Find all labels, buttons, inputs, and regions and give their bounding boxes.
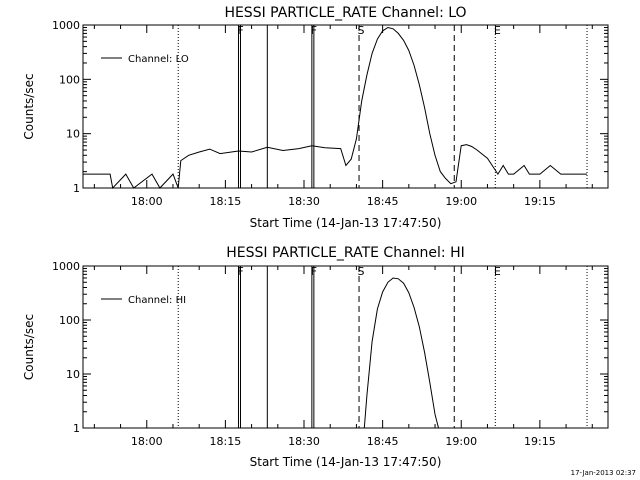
plot-panel-1: HESSI PARTICLE_RATE Channel: LO 1 10 100 100… [22,5,609,230]
y-tick-label: 100 [59,73,80,86]
x-axis-label: Start Time (14-Jan-13 17:47:50) [250,216,442,230]
event-marker-label: F [237,265,243,278]
x-tick-label: 18:30 [288,195,320,208]
y-tick-label: 1000 [52,19,80,32]
x-tick-label: 18:45 [367,435,399,448]
event-marker-label: S [358,24,365,37]
x-tick-label: 18:45 [367,195,399,208]
x-tick-label: 19:15 [524,195,556,208]
x-tick-label: 19:15 [524,435,556,448]
event-marker-label: F [311,24,317,37]
x-tick-label: 18:00 [131,435,163,448]
y-axis-label: Counts/sec [22,314,36,380]
plot-frame [82,265,609,429]
series-line [83,26,587,190]
event-marker-label: S [358,265,365,278]
timestamp: 17-Jan-2013 02:37 [571,469,636,477]
y-axis-label: Counts/sec [22,73,36,139]
series-line [363,277,439,429]
legend-label: Channel: LO [128,54,189,65]
y-tick-label: 10 [66,368,80,381]
event-marker-label: F [311,265,317,278]
x-tick-label: 18:15 [210,435,242,448]
plot-panel-2: HESSI PARTICLE_RATE Channel: HI 1 10 100 100… [22,245,609,469]
plot-frame [82,24,609,189]
y-tick-label: 100 [59,314,80,327]
x-tick-label: 18:15 [210,195,242,208]
event-marker-label: E [494,24,501,37]
x-tick-label: 18:00 [131,195,163,208]
event-marker-label: F [237,24,243,37]
x-axis-label: Start Time (14-Jan-13 17:47:50) [250,455,442,469]
y-tick-label: 10 [66,128,80,141]
x-tick-label: 19:00 [445,195,477,208]
x-tick-label: 18:30 [288,435,320,448]
event-marker-label: E [494,265,501,278]
x-tick-label: 19:00 [445,435,477,448]
chart-title: HESSI PARTICLE_RATE Channel: HI [226,245,464,261]
y-tick-label: 1000 [52,260,80,273]
y-tick-label: 1 [73,422,80,435]
chart-title: HESSI PARTICLE_RATE Channel: LO [224,5,466,21]
legend-label: Channel: HI [128,295,186,306]
y-tick-label: 1 [73,182,80,195]
